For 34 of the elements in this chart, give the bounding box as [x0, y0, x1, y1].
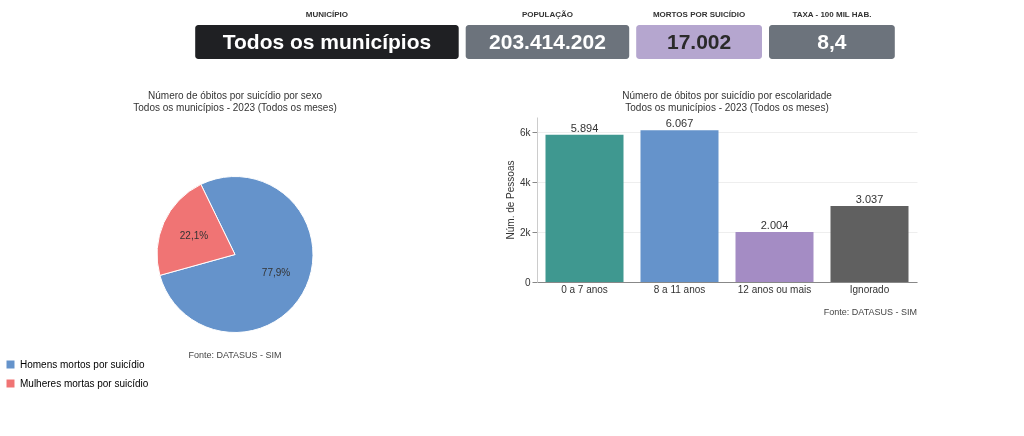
y-tick-label: 2k [519, 226, 532, 238]
x-tick-label: Ignorado [849, 283, 890, 295]
pie-slice [159, 176, 314, 333]
legend-label: Homens mortos por suicídio [20, 358, 145, 370]
text: 17.002 [666, 30, 732, 53]
source-note: Fonte: DATASUS - SIM [188, 349, 282, 360]
text: MUNICÍPIO [305, 10, 349, 19]
chart-title: Número de óbitos por suicídio por sexo Todos os municípios - 2023 (Todos os meses) [133, 90, 337, 113]
data-label: 77,9% [261, 266, 291, 278]
text: MORTOS POR SUICÍDIO [652, 10, 746, 19]
data-label: 6.067 [665, 117, 694, 130]
x-tick-label: 0 a 7 anos [561, 283, 608, 295]
y-tick-label: 4k [519, 176, 532, 188]
bar [735, 231, 814, 282]
data-label: 3.037 [855, 193, 884, 206]
bar [545, 134, 624, 282]
y-tick-label: 0 [524, 276, 531, 288]
text: 8,4 [817, 30, 847, 53]
text: TAXA - 100 MIL HAB. [792, 10, 872, 19]
chart-title: Número de óbitos por suicídio por escolaridade Todos os municípios - 2023 (Todos os meses) [622, 90, 833, 113]
text: Todos os municípios [222, 30, 432, 53]
x-tick-label: 12 anos ou mais [737, 283, 812, 295]
legend-label: Mulheres mortas por suicídio [20, 377, 149, 389]
data-label: 5.894 [570, 121, 599, 134]
x-tick-label: 8 a 11 anos [653, 283, 706, 295]
data-label: 22,1% [179, 230, 209, 242]
text: POPULAÇÃO [521, 10, 574, 19]
bar [830, 206, 909, 282]
source-note: Fonte: DATASUS - SIM [823, 307, 917, 317]
bar [640, 130, 719, 282]
data-label: 2.004 [760, 218, 789, 231]
y-tick-label: 6k [519, 126, 532, 138]
text: 203.414.202 [489, 30, 606, 53]
y-axis-title: Núm. de Pessoas [504, 160, 516, 240]
